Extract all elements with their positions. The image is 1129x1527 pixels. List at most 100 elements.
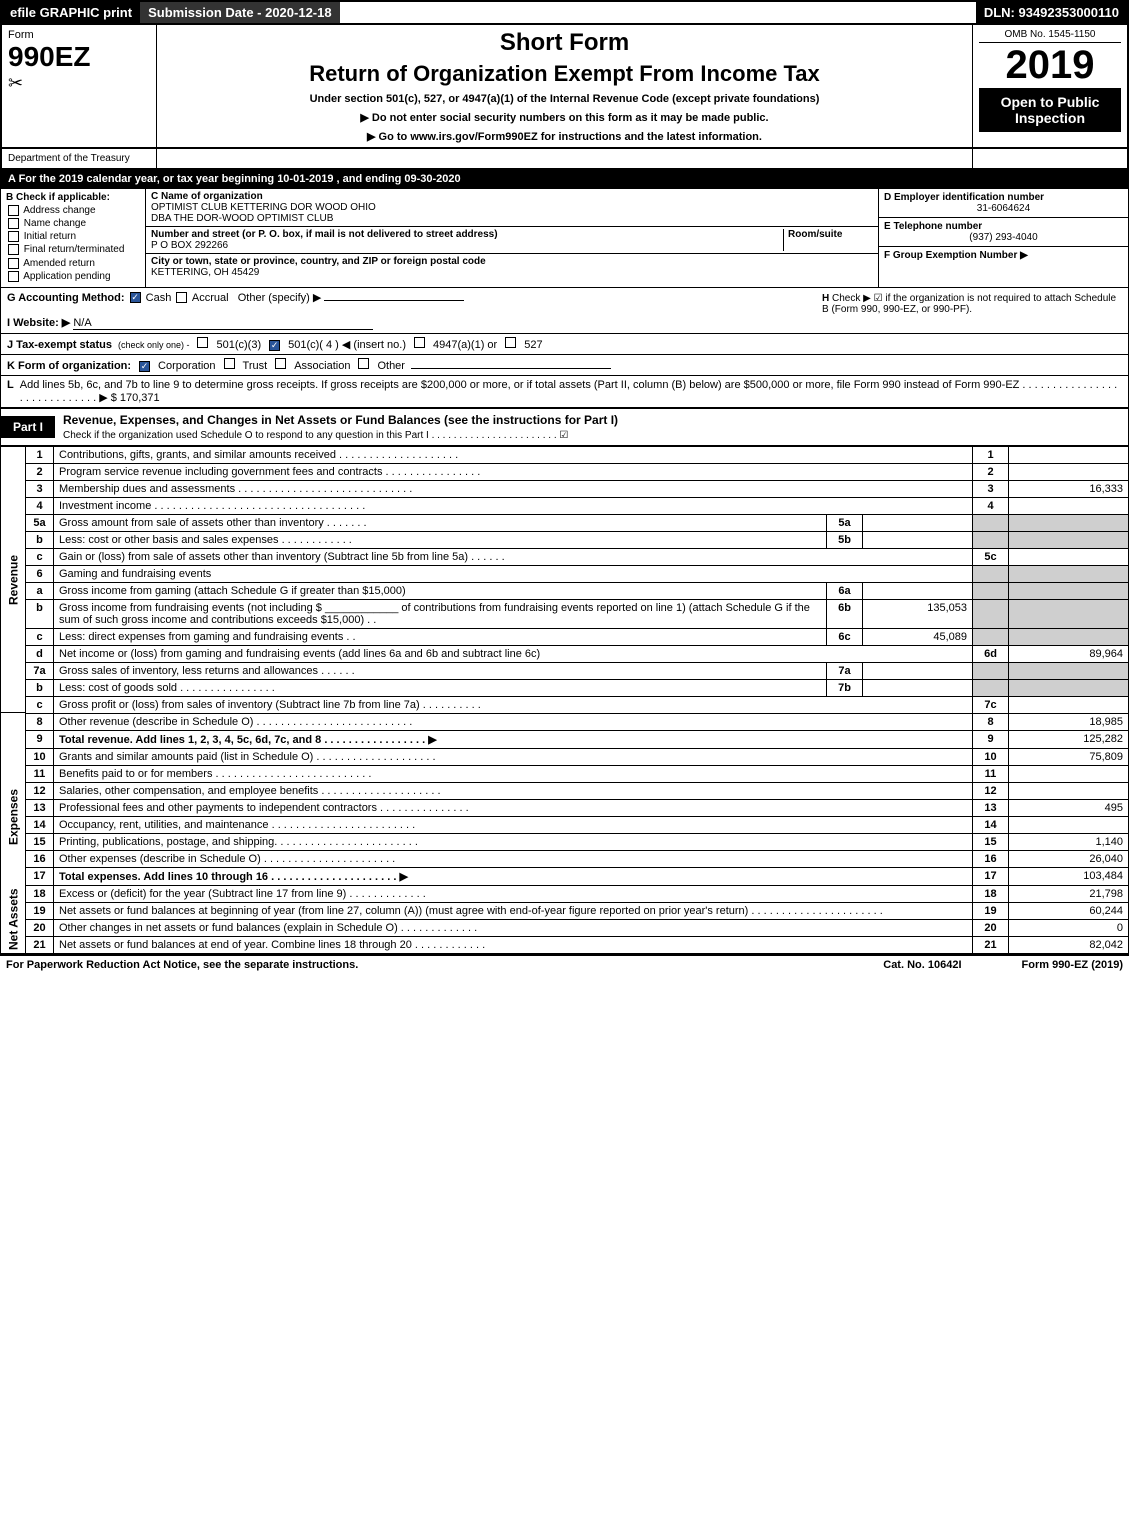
valcol: 125,282 xyxy=(1009,730,1129,748)
line-desc: Gross profit or (loss) from sales of inv… xyxy=(54,696,973,713)
numcol: 20 xyxy=(973,919,1009,936)
valcol: 82,042 xyxy=(1009,936,1129,953)
numcol: 9 xyxy=(973,730,1009,748)
subcol: 6c xyxy=(827,628,863,645)
org-name-row: C Name of organization OPTIMIST CLUB KET… xyxy=(146,189,878,227)
check-amended-return[interactable]: Amended return xyxy=(6,258,140,269)
checkbox-icon xyxy=(8,271,19,282)
lineno: 12 xyxy=(26,782,54,799)
table-row: Net Assets 18Excess or (deficit) for the… xyxy=(1,885,1129,902)
table-row: 12Salaries, other compensation, and empl… xyxy=(1,782,1129,799)
lineno: b xyxy=(26,599,54,628)
numcol: 6d xyxy=(973,645,1009,662)
checkbox-icon[interactable] xyxy=(414,337,425,348)
opt-pending: Application pending xyxy=(23,271,110,282)
line-desc: Less: cost of goods sold . . . . . . . .… xyxy=(54,679,827,696)
numcol-shaded xyxy=(973,628,1009,645)
subcol: 5b xyxy=(827,531,863,548)
checkbox-501c-checked-icon[interactable]: ✓ xyxy=(269,340,280,351)
line-desc: Investment income . . . . . . . . . . . … xyxy=(54,497,973,514)
checkbox-icon[interactable] xyxy=(505,337,516,348)
room-label: Room/suite xyxy=(788,229,842,240)
valcol-shaded xyxy=(1009,582,1129,599)
other-specify-line xyxy=(324,300,464,301)
lineno: 3 xyxy=(26,480,54,497)
numcol: 11 xyxy=(973,765,1009,782)
table-row: 19Net assets or fund balances at beginni… xyxy=(1,902,1129,919)
checkbox-icon[interactable] xyxy=(197,337,208,348)
table-row: 20Other changes in net assets or fund ba… xyxy=(1,919,1129,936)
lineno: 14 xyxy=(26,816,54,833)
return-title: Return of Organization Exempt From Incom… xyxy=(163,61,966,87)
lineno: 1 xyxy=(26,446,54,463)
check-application-pending[interactable]: Application pending xyxy=(6,271,140,282)
lineno: 21 xyxy=(26,936,54,953)
valcol-shaded xyxy=(1009,679,1129,696)
goto-link[interactable]: ▶ Go to www.irs.gov/Form990EZ for instru… xyxy=(163,130,966,143)
valcol xyxy=(1009,548,1129,565)
checkbox-cash-checked-icon[interactable]: ✓ xyxy=(130,292,141,303)
lineno: 16 xyxy=(26,850,54,867)
short-form-title: Short Form xyxy=(163,29,966,57)
top-bar: efile GRAPHIC print Submission Date - 20… xyxy=(0,0,1129,25)
box-e: E Telephone number (937) 293-4040 xyxy=(879,218,1128,247)
table-row: 5a Gross amount from sale of assets othe… xyxy=(1,514,1129,531)
line-desc: Other revenue (describe in Schedule O) .… xyxy=(54,713,973,730)
checkbox-icon[interactable] xyxy=(358,358,369,369)
numcol: 4 xyxy=(973,497,1009,514)
opt-cash: Cash xyxy=(146,292,172,304)
numcol: 18 xyxy=(973,885,1009,902)
table-row: d Net income or (loss) from gaming and f… xyxy=(1,645,1129,662)
numcol-shaded xyxy=(973,565,1009,582)
box-d: D Employer identification number 31-6064… xyxy=(879,189,1128,218)
efile-label[interactable]: efile GRAPHIC print xyxy=(2,2,140,23)
checkbox-icon[interactable] xyxy=(275,358,286,369)
lineno: b xyxy=(26,679,54,696)
numcol-shaded xyxy=(973,662,1009,679)
checkbox-corp-checked-icon[interactable]: ✓ xyxy=(139,361,150,372)
line-desc: Less: cost or other basis and sales expe… xyxy=(54,531,827,548)
check-final-return[interactable]: Final return/terminated xyxy=(6,244,140,255)
under-section: Under section 501(c), 527, or 4947(a)(1)… xyxy=(163,93,966,105)
line-desc: Excess or (deficit) for the year (Subtra… xyxy=(54,885,973,902)
line-desc: Gross amount from sale of assets other t… xyxy=(54,514,827,531)
check-initial-return[interactable]: Initial return xyxy=(6,231,140,242)
lineno: 19 xyxy=(26,902,54,919)
topbar-spacer xyxy=(340,2,976,23)
line-g-h: G Accounting Method: ✓ Cash Accrual Othe… xyxy=(0,288,1129,334)
valcol: 0 xyxy=(1009,919,1129,936)
lineno: 6 xyxy=(26,565,54,582)
numcol-shaded xyxy=(973,599,1009,628)
table-row: b Less: cost of goods sold . . . . . . .… xyxy=(1,679,1129,696)
opt-name: Name change xyxy=(24,218,86,229)
line-desc: Printing, publications, postage, and shi… xyxy=(54,833,973,850)
table-row: 6 Gaming and fundraising events xyxy=(1,565,1129,582)
opt-527: 527 xyxy=(524,339,542,351)
opt-association: Association xyxy=(294,360,350,372)
table-row: b Gross income from fundraising events (… xyxy=(1,599,1129,628)
lineno: 15 xyxy=(26,833,54,850)
opt-trust: Trust xyxy=(243,360,268,372)
checkbox-icon[interactable] xyxy=(176,292,187,303)
website-value: N/A xyxy=(73,317,373,330)
numcol: 21 xyxy=(973,936,1009,953)
numcol: 8 xyxy=(973,713,1009,730)
part-i-tag: Part I xyxy=(1,416,55,438)
lineno: a xyxy=(26,582,54,599)
opt-other-specify: Other (specify) ▶ xyxy=(238,292,322,304)
valcol xyxy=(1009,497,1129,514)
valcol-shaded xyxy=(1009,531,1129,548)
checkbox-icon[interactable] xyxy=(224,358,235,369)
submission-date: Submission Date - 2020-12-18 xyxy=(140,2,340,23)
sidebar-revenue: Revenue xyxy=(1,446,26,713)
valcol-shaded xyxy=(1009,599,1129,628)
check-address-change[interactable]: Address change xyxy=(6,205,140,216)
table-row: a Gross income from gaming (attach Sched… xyxy=(1,582,1129,599)
table-row: 2 Program service revenue including gove… xyxy=(1,463,1129,480)
numcol-shaded xyxy=(973,531,1009,548)
line-desc: Gaming and fundraising events xyxy=(54,565,973,582)
dept-right-spacer xyxy=(972,149,1127,168)
footer-left: For Paperwork Reduction Act Notice, see … xyxy=(6,959,358,971)
dept-row: Department of the Treasury xyxy=(0,149,1129,170)
check-name-change[interactable]: Name change xyxy=(6,218,140,229)
